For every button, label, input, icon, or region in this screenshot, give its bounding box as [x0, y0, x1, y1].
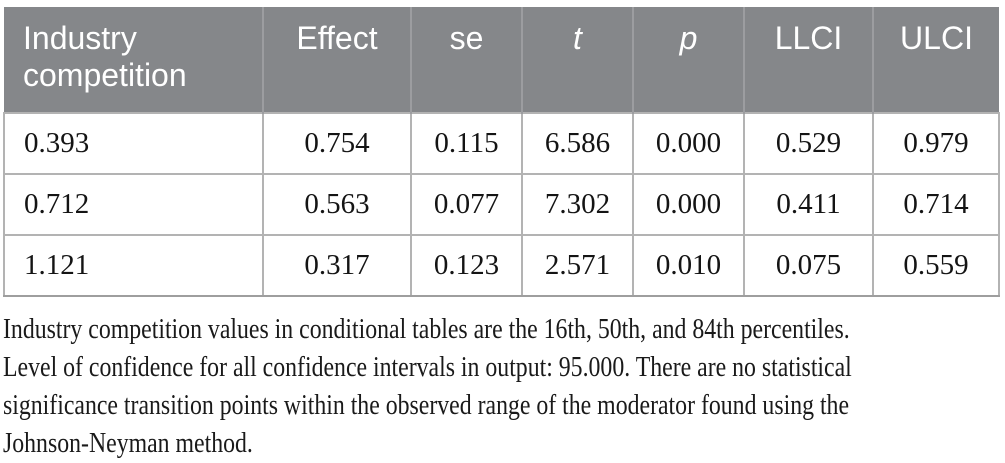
- cell-p: 0.000: [632, 112, 745, 175]
- cell-ulci: 0.714: [872, 173, 1000, 236]
- cell-industry-competition: 1.121: [3, 234, 264, 297]
- footnote-line: Johnson-Neyman method.: [3, 428, 253, 459]
- footnote-line: Industry competition values in condition…: [3, 314, 850, 345]
- cell-t: 7.302: [521, 173, 634, 236]
- cell-ulci: 0.979: [872, 112, 1000, 175]
- cell-p: 0.010: [632, 234, 745, 297]
- table-row: 1.121 0.317 0.123 2.571 0.010 0.075 0.55…: [3, 234, 1000, 297]
- table-row: 0.712 0.563 0.077 7.302 0.000 0.411 0.71…: [3, 173, 1000, 236]
- col-header-t: t: [521, 7, 633, 113]
- cell-se: 0.077: [410, 173, 523, 236]
- conditional-effects-table: Industry competition Effect se t p LLCI …: [3, 7, 1000, 297]
- cell-t: 6.586: [521, 112, 634, 175]
- cell-effect: 0.563: [262, 173, 412, 236]
- cell-industry-competition: 0.712: [3, 173, 264, 236]
- cell-llci: 0.075: [743, 234, 874, 297]
- cell-effect: 0.754: [262, 112, 412, 175]
- col-header-llci: LLCI: [743, 7, 873, 113]
- table-row: 0.393 0.754 0.115 6.586 0.000 0.529 0.97…: [3, 112, 1000, 175]
- table-footnote: Industry competition values in condition…: [3, 311, 1002, 463]
- col-header-effect: Effect: [262, 7, 411, 113]
- col-header-se: se: [410, 7, 522, 113]
- cell-p: 0.000: [632, 173, 745, 236]
- cell-se: 0.123: [410, 234, 523, 297]
- cell-ulci: 0.559: [872, 234, 1000, 297]
- col-header-industry-competition: Industry competition: [4, 7, 263, 113]
- cell-effect: 0.317: [262, 234, 412, 297]
- col-header-ulci: ULCI: [872, 7, 999, 113]
- cell-llci: 0.529: [743, 112, 874, 175]
- cell-industry-competition: 0.393: [3, 112, 264, 175]
- footnote-line: significance transition points within th…: [3, 390, 850, 421]
- cell-se: 0.115: [410, 112, 523, 175]
- cell-t: 2.571: [521, 234, 634, 297]
- col-header-p: p: [632, 7, 744, 113]
- conditional-effects-table-container: Industry competition Effect se t p LLCI …: [3, 7, 1000, 297]
- cell-llci: 0.411: [743, 173, 874, 236]
- table-header-row: Industry competition Effect se t p LLCI …: [4, 7, 999, 113]
- footnote-line: Level of confidence for all confidence i…: [3, 352, 852, 383]
